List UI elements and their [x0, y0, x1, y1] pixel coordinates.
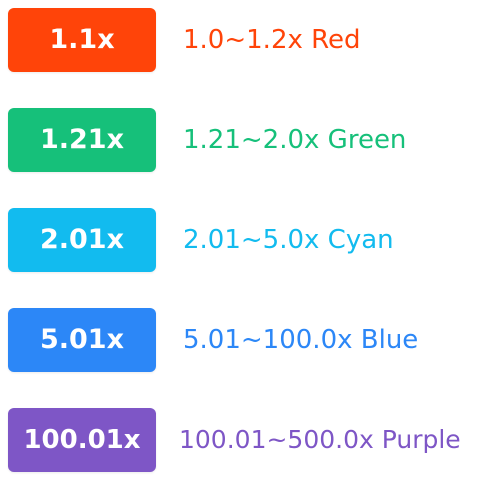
multiplier-badge-blue: 5.01x	[8, 308, 156, 372]
legend-row-blue: 5.01x 5.01~100.0x Blue	[8, 308, 496, 372]
legend-row-green: 1.21x 1.21~2.0x Green	[8, 108, 496, 172]
range-label-blue: 5.01~100.0x Blue	[183, 325, 419, 355]
range-label-green: 1.21~2.0x Green	[183, 125, 407, 155]
multiplier-badge-red: 1.1x	[8, 8, 156, 72]
legend-row-purple: 100.01x 100.01~500.0x Purple	[8, 408, 496, 472]
legend-row-cyan: 2.01x 2.01~5.0x Cyan	[8, 208, 496, 272]
legend-row-red: 1.1x 1.0~1.2x Red	[8, 8, 496, 72]
range-label-red: 1.0~1.2x Red	[183, 25, 361, 55]
multiplier-badge-green: 1.21x	[8, 108, 156, 172]
range-label-purple: 100.01~500.0x Purple	[179, 425, 461, 454]
range-label-cyan: 2.01~5.0x Cyan	[183, 225, 394, 255]
multiplier-badge-cyan: 2.01x	[8, 208, 156, 272]
multiplier-badge-purple: 100.01x	[8, 408, 156, 472]
